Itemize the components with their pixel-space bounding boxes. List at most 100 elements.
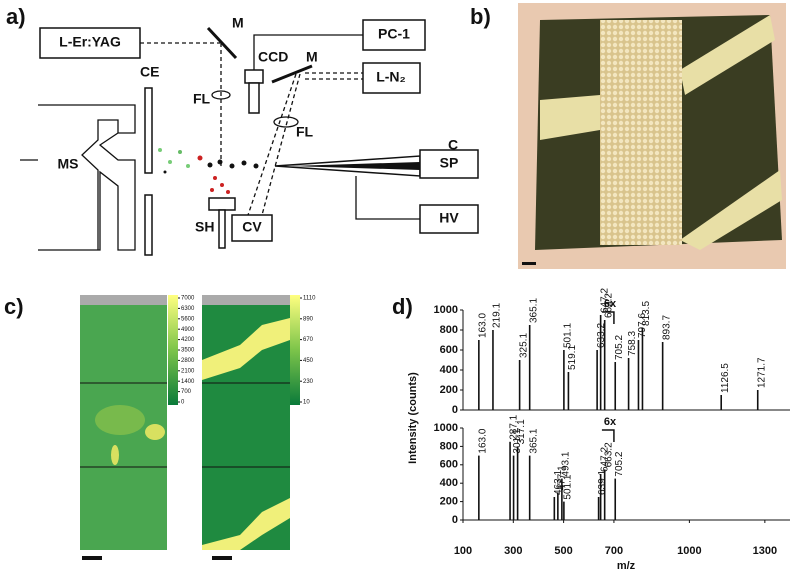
peak-label: 477.1: [556, 465, 567, 490]
colorbar-label: 1110: [303, 296, 316, 302]
beam: [247, 73, 297, 216]
peak-label: 705.2: [614, 335, 625, 360]
vein: [680, 15, 775, 95]
peak: [720, 395, 723, 410]
peak-label: 287.1: [509, 414, 520, 439]
label: HV: [439, 210, 459, 226]
x-tick-label: 1300: [753, 545, 777, 557]
y-tick-label: 800: [440, 440, 458, 452]
y-tick-label: 200: [440, 384, 458, 396]
label: CV: [242, 219, 262, 235]
colorbar-label: 4900: [181, 327, 195, 333]
peak: [614, 362, 617, 410]
peak: [756, 390, 759, 410]
header-bar: [80, 295, 167, 305]
droplet: [158, 148, 162, 152]
electrode: [144, 194, 153, 256]
peak-label: 647.2: [599, 447, 610, 472]
colorbar-label: 700: [181, 389, 192, 395]
label: CE: [140, 64, 159, 80]
peak: [492, 330, 494, 410]
peak: [641, 328, 644, 410]
mirror: [271, 64, 313, 84]
droplet: [210, 188, 214, 192]
label: PC-1: [378, 26, 410, 42]
peak-label: 163.0: [477, 313, 488, 338]
peak: [553, 497, 556, 520]
peak-label: 1271.7: [756, 357, 767, 388]
peak-label: 705.2: [614, 451, 625, 476]
lens: [211, 90, 231, 100]
droplet: [253, 163, 259, 169]
colorbar-label: 10: [303, 400, 310, 406]
label: FL: [193, 91, 211, 107]
y-tick-label: 200: [440, 496, 458, 508]
hotspot: [145, 424, 165, 440]
peak: [509, 441, 511, 520]
colorbar-label: 2100: [181, 368, 195, 374]
peak-label: 463.1: [553, 470, 564, 495]
label: M: [306, 49, 318, 65]
wire: [355, 176, 420, 220]
camera: [244, 69, 264, 84]
peak-label: 317.1: [516, 419, 527, 444]
peak-label: 493.1: [561, 451, 572, 476]
hotspot: [95, 405, 145, 435]
y-tick-label: 1000: [434, 422, 458, 434]
y-tick-label: 600: [440, 459, 458, 471]
peak-label: 365.1: [528, 428, 539, 453]
colorbar-label: 890: [303, 316, 314, 322]
y-tick-label: 0: [452, 404, 458, 416]
x-tick-label: 300: [504, 545, 522, 557]
peak-label: 501.1: [563, 323, 574, 348]
beam: [261, 73, 301, 216]
colorbar-label: 3500: [181, 348, 195, 354]
x-tick-label: 700: [605, 545, 623, 557]
peak-label: 797.6: [637, 313, 648, 338]
peak-label: 301.1: [512, 428, 523, 453]
box: [419, 204, 479, 234]
camera: [248, 82, 260, 114]
scale-bar: [212, 556, 232, 560]
panel-label: a): [6, 4, 26, 29]
droplet: [226, 190, 230, 194]
colorbar-label: 670: [303, 337, 314, 343]
peak-label: 365.1: [528, 298, 539, 323]
label: FL: [296, 124, 314, 140]
box: [419, 149, 479, 179]
peak-label: 501.1: [563, 474, 574, 499]
panel-label: c): [4, 294, 24, 319]
heatmaps: [80, 295, 300, 560]
capillary: [290, 162, 420, 170]
y-tick-label: 1000: [434, 304, 458, 316]
lens: [273, 116, 299, 128]
x-axis-title: m/z: [617, 560, 636, 572]
peak: [599, 315, 602, 410]
droplet: [217, 159, 223, 165]
annotation-bracket: [601, 311, 615, 324]
sample-photo: [518, 3, 786, 269]
cable: [253, 34, 363, 70]
y-axis-title: Intensity (counts): [407, 372, 419, 464]
droplet: [197, 155, 203, 161]
peak-label: 219.1: [492, 303, 503, 328]
box: [362, 62, 421, 94]
peak: [597, 497, 600, 520]
droplet: [186, 164, 190, 168]
droplet: [168, 160, 172, 164]
peak-label: 1126.5: [720, 363, 731, 393]
peak: [603, 469, 606, 520]
y-tick-label: 800: [440, 324, 458, 336]
droplet: [178, 150, 182, 154]
droplet: [220, 183, 224, 187]
peak: [528, 325, 531, 410]
label: L-N₂: [376, 69, 406, 85]
label: MS: [58, 156, 79, 172]
droplets: [158, 148, 259, 194]
panel-label: d): [392, 294, 413, 319]
y-tick-label: 400: [440, 477, 458, 489]
peak: [627, 358, 630, 410]
colorbar-label: 4200: [181, 337, 195, 343]
label: M: [232, 15, 244, 31]
scale-bar: [522, 262, 536, 265]
